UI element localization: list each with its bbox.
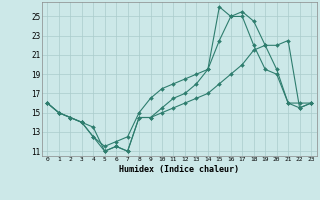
X-axis label: Humidex (Indice chaleur): Humidex (Indice chaleur) bbox=[119, 165, 239, 174]
